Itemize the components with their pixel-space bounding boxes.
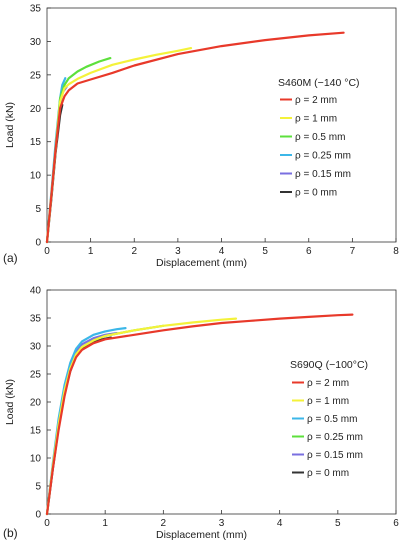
legend-label: ρ = 0 mm	[307, 468, 349, 479]
series-group	[45, 313, 354, 516]
legend-label: ρ = 1 mm	[295, 114, 337, 125]
y-tick-label: 20	[30, 398, 42, 409]
y-tick-label: 20	[30, 104, 42, 115]
y-tick-label: 5	[35, 204, 41, 215]
legend-label: ρ = 0.25 mm	[295, 151, 351, 162]
x-tick-label: 5	[262, 246, 268, 257]
legend-label: ρ = 0.15 mm	[307, 450, 363, 461]
y-tick-label: 15	[30, 137, 42, 148]
y-tick-label: 25	[30, 70, 42, 81]
x-tick-label: 2	[131, 246, 137, 257]
y-tick-label: 15	[30, 426, 42, 437]
x-tick-label: 1	[102, 518, 108, 529]
legend: S460M (−140 °C) ρ = 2 mm ρ = 1 mm ρ = 0.5 m…	[278, 77, 360, 199]
x-tick-label: 3	[219, 518, 225, 529]
y-tick-label: 30	[30, 37, 42, 48]
legend-label: ρ = 0.5 mm	[295, 132, 345, 143]
y-tick-label: 10	[30, 454, 42, 465]
series-line	[45, 313, 354, 516]
panel-label: (a)	[3, 251, 18, 265]
x-tick-label: 3	[175, 246, 181, 257]
y-tick-label: 25	[30, 370, 42, 381]
series-line	[45, 317, 238, 516]
legend-label: ρ = 2 mm	[307, 378, 349, 389]
x-tick-label: 6	[393, 518, 399, 529]
y-tick-label: 35	[30, 4, 42, 15]
legend-label: ρ = 0.5 mm	[307, 414, 357, 425]
chart-panel-0: 0 1 2 3 4 5 6 7 8 0 5 10 15 20 25 30 35 Displacement (mm)…	[3, 4, 399, 270]
legend-label: ρ = 1 mm	[307, 396, 349, 407]
x-tick-label: 6	[306, 246, 312, 257]
legend-label: ρ = 0.25 mm	[307, 432, 363, 443]
legend-title: S460M (−140 °C)	[278, 77, 360, 89]
series-group	[45, 31, 345, 244]
chart-panel-1: 0 1 2 3 4 5 6 0 5 10 15 20 25 30 35 40 Displacement (mm)…	[3, 286, 399, 542]
legend: S690Q (−100°C) ρ = 2 mm ρ = 1 mm ρ = 0.5 mm…	[290, 359, 368, 479]
legend-label: ρ = 0 mm	[295, 188, 337, 199]
series-line	[45, 31, 345, 244]
x-tick-label: 5	[335, 518, 341, 529]
x-tick-label: 8	[393, 246, 399, 257]
y-tick-label: 30	[30, 342, 42, 353]
series-line	[45, 324, 165, 516]
legend-label: ρ = 2 mm	[295, 95, 337, 106]
y-axis-label: Load (kN)	[4, 379, 16, 425]
x-axis-label: Displacement (mm)	[156, 257, 247, 269]
y-axis-label: Load (kN)	[4, 102, 16, 148]
x-tick-label: 2	[161, 518, 167, 529]
x-tick-label: 1	[88, 246, 94, 257]
y-tick-label: 0	[35, 238, 41, 249]
y-tick-label: 5	[35, 482, 41, 493]
x-tick-label: 0	[44, 246, 50, 257]
x-tick-label: 0	[44, 518, 50, 529]
y-tick-label: 35	[30, 314, 42, 325]
x-tick-label: 7	[350, 246, 356, 257]
legend-title: S690Q (−100°C)	[290, 359, 368, 371]
panel-label: (b)	[3, 526, 18, 540]
y-tick-label: 40	[30, 286, 42, 297]
y-tick-label: 10	[30, 171, 42, 182]
x-axis-label: Displacement (mm)	[156, 529, 247, 541]
legend-label: ρ = 0.15 mm	[295, 169, 351, 180]
plot-frame	[46, 7, 397, 243]
x-tick-label: 4	[219, 246, 225, 257]
x-tick-label: 4	[277, 518, 283, 529]
y-tick-label: 0	[35, 510, 41, 521]
